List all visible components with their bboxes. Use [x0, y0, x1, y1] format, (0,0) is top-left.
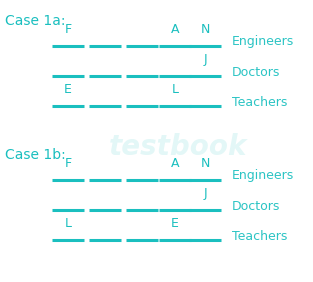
- Text: Case 1a:: Case 1a:: [5, 14, 65, 28]
- Text: L: L: [172, 83, 178, 96]
- Text: J: J: [203, 53, 207, 66]
- Text: Teachers: Teachers: [232, 96, 287, 109]
- Text: A: A: [171, 23, 179, 36]
- Text: Doctors: Doctors: [232, 65, 280, 78]
- Text: Engineers: Engineers: [232, 169, 294, 182]
- Text: E: E: [64, 83, 72, 96]
- Text: testbook: testbook: [109, 133, 248, 161]
- Text: A: A: [171, 157, 179, 170]
- Text: N: N: [200, 23, 210, 36]
- Text: J: J: [203, 187, 207, 200]
- Text: L: L: [64, 217, 71, 230]
- Text: Case 1b:: Case 1b:: [5, 148, 66, 162]
- Text: E: E: [171, 217, 179, 230]
- Text: F: F: [64, 23, 72, 36]
- Text: Doctors: Doctors: [232, 199, 280, 213]
- Text: Teachers: Teachers: [232, 230, 287, 243]
- Text: F: F: [64, 157, 72, 170]
- Text: N: N: [200, 157, 210, 170]
- Text: Engineers: Engineers: [232, 36, 294, 49]
